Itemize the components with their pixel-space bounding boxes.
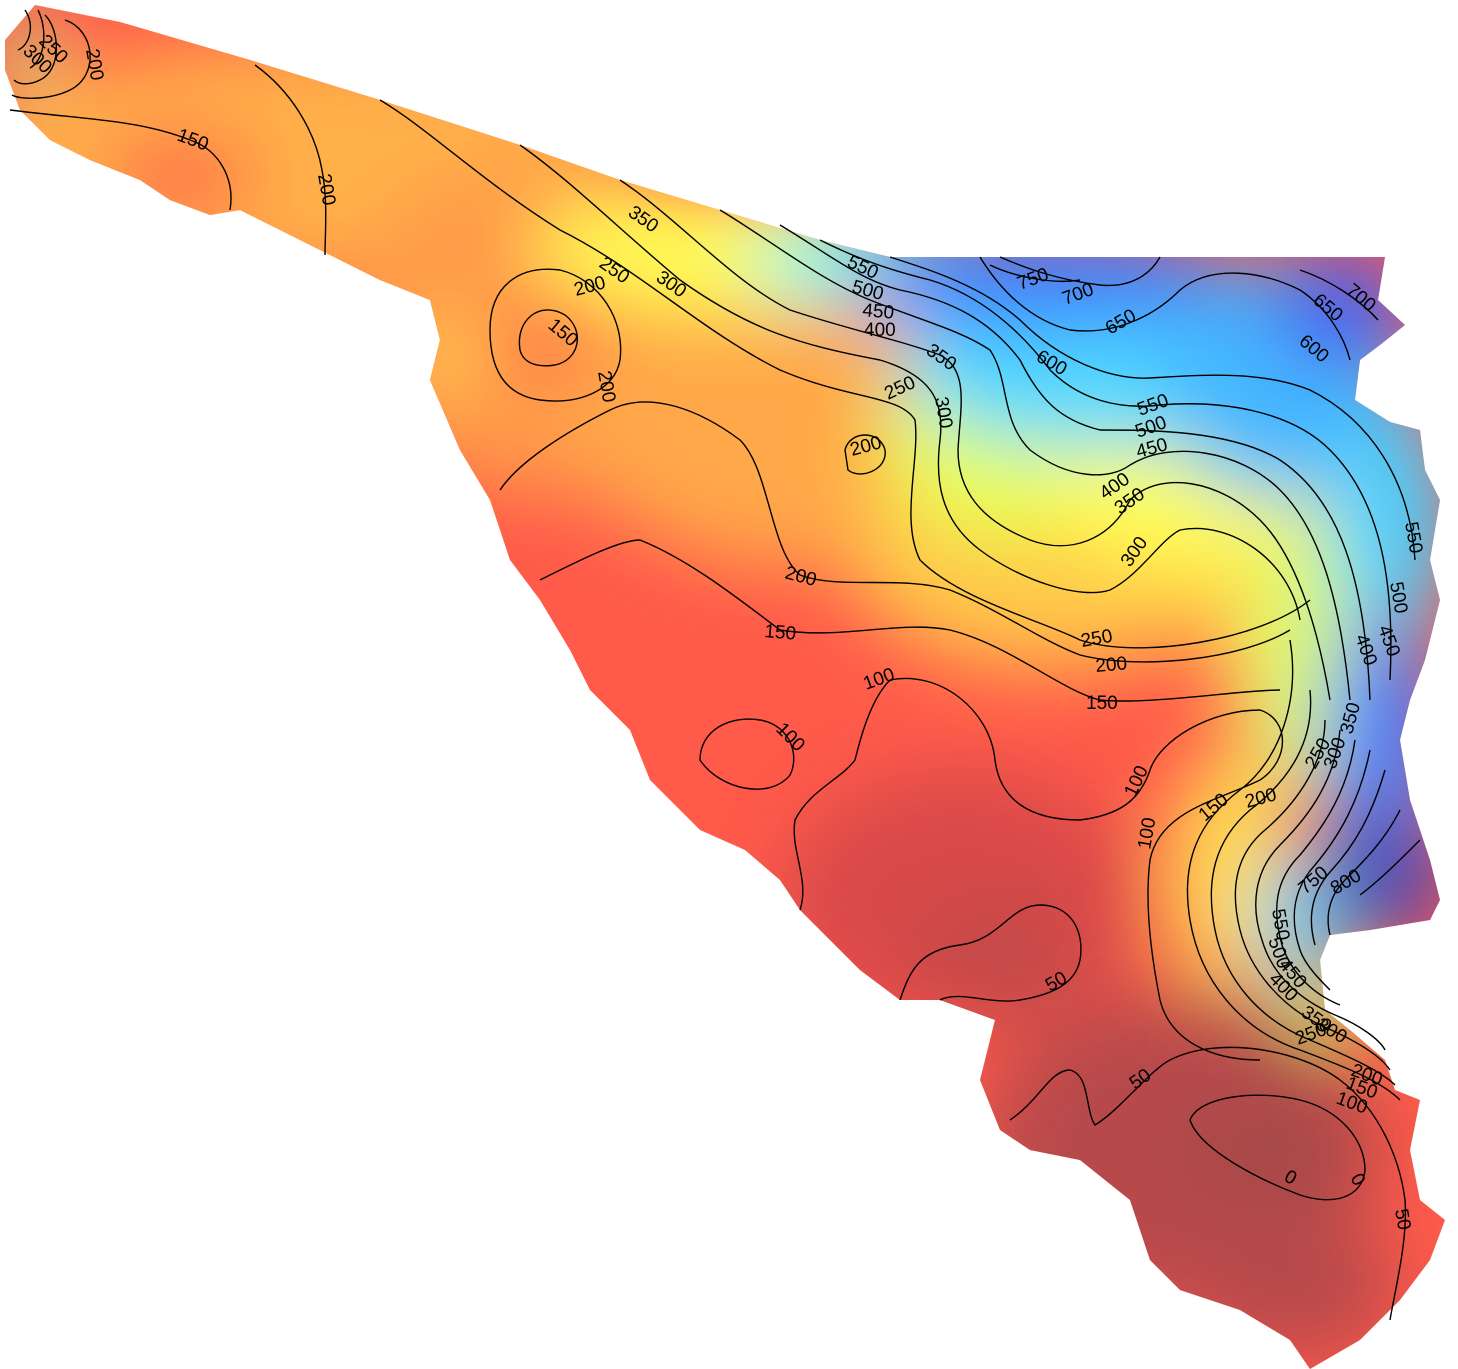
contour-labels: 300 250 200 150 200 350 250 300 200 150 … xyxy=(18,31,1426,1232)
contour-label: 200 xyxy=(1095,653,1128,677)
contour-label: 150 xyxy=(1086,693,1118,714)
contour-label: 400 xyxy=(864,320,896,341)
contour-lines xyxy=(9,9,1421,1321)
contour-label: 50 xyxy=(1390,1207,1414,1231)
contour-label: 150 xyxy=(764,621,797,645)
contour-label: 450 xyxy=(862,300,895,324)
